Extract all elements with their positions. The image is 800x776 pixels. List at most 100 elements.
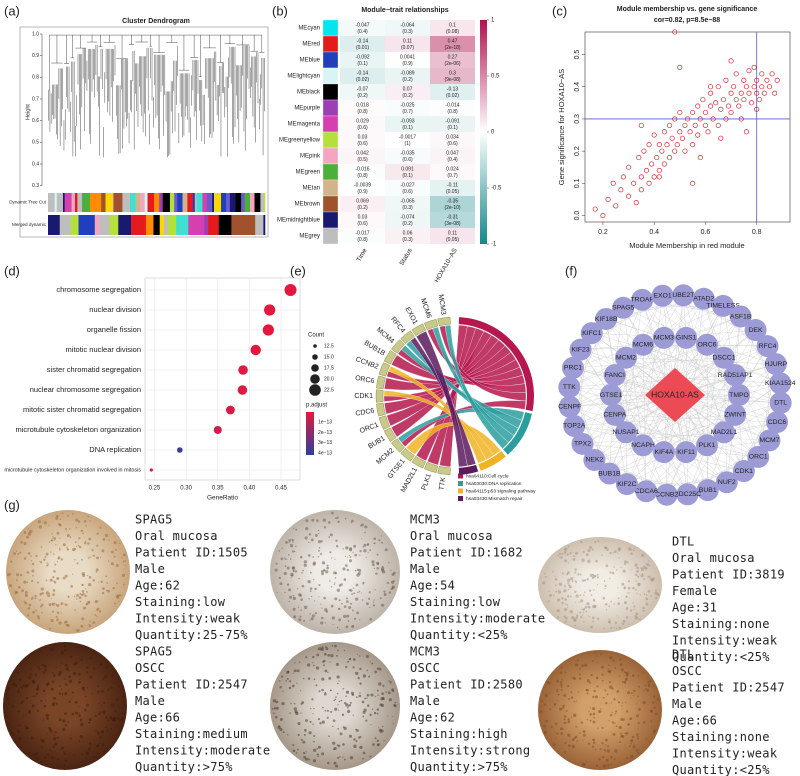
tissue-speck [324, 622, 326, 624]
row-label: MEtan [303, 186, 320, 192]
tissue-speck [581, 763, 585, 767]
tissue-speck [94, 714, 97, 718]
tissue-speck [575, 726, 578, 728]
ihc-caption: Patient ID:2580 [410, 678, 523, 692]
tissue-speck [359, 682, 362, 685]
ihc-caption: Quantity:>75% [135, 760, 233, 774]
point [613, 203, 619, 209]
color-track [177, 193, 183, 212]
tissue-speck [321, 688, 324, 692]
tissue-speck [86, 591, 88, 593]
tissue-speck [296, 712, 299, 714]
tissue-core [3, 642, 127, 770]
tissue-speck [585, 610, 588, 613]
tissue-speck [566, 595, 570, 598]
cell-pvalue: (0.02) [446, 93, 459, 99]
point [761, 90, 767, 96]
tissue-speck [96, 752, 99, 754]
tissue-speck [606, 763, 610, 767]
tissue-speck [98, 742, 101, 745]
color-track [212, 193, 215, 212]
color-track [206, 193, 213, 212]
node-label: BUB1B [598, 470, 621, 477]
tissue-speck [545, 719, 549, 723]
tissue-speck [605, 609, 608, 611]
cell-value: -0.31 [447, 214, 459, 220]
tissue-speck [106, 729, 109, 732]
tissue-speck [625, 710, 629, 713]
tissue-speck [630, 743, 633, 745]
tissue-speck [317, 648, 320, 650]
point [733, 97, 739, 103]
tissue-speck [383, 592, 387, 597]
tissue-speck [71, 513, 74, 515]
tissue-speck [298, 593, 302, 597]
tissue-speck [388, 591, 392, 594]
tissue-speck [554, 578, 558, 581]
tissue-speck [622, 718, 626, 721]
tissue-speck [602, 596, 606, 600]
tissue-speck [604, 744, 607, 746]
tissue-speck [326, 709, 329, 712]
tissue-speck [301, 572, 303, 574]
tissue-speck [378, 667, 382, 671]
point [667, 122, 673, 128]
tissue-speck [74, 559, 76, 561]
tissue-speck [370, 723, 372, 725]
gene-segment [391, 438, 405, 453]
tissue-core [538, 650, 662, 770]
tissue-speck [290, 577, 292, 579]
heatmap-cell [430, 68, 475, 84]
point [756, 97, 762, 103]
cell-pvalue: (0.3) [402, 29, 413, 35]
tissue-speck [617, 616, 620, 619]
tissue-speck [635, 749, 639, 752]
tissue-speck [637, 685, 641, 688]
tissue-speck [338, 700, 341, 703]
tissue-speck [41, 603, 44, 607]
tissue-speck [82, 689, 85, 692]
tissue-speck [583, 579, 586, 582]
gene-node [769, 372, 792, 395]
tissue-speck [78, 672, 81, 676]
color-track [155, 193, 160, 212]
cell-value: 0.0041 [400, 54, 416, 60]
tissue-speck [97, 690, 100, 694]
tissue-speck [333, 583, 335, 585]
node-label: CDCA6 [635, 488, 658, 495]
tissue-speck [78, 545, 80, 547]
edge [610, 345, 768, 396]
edge [685, 298, 704, 453]
tissue-speck [35, 687, 40, 691]
tissue-speck [599, 748, 602, 751]
y-tick-label: 0.5 [32, 140, 39, 146]
tissue-speck [74, 609, 76, 611]
node-label: CDC6 [768, 419, 787, 426]
tissue-speck [61, 692, 64, 695]
tissue-speck [622, 622, 625, 625]
tissue-speck [608, 618, 611, 621]
cell-value: 0.11 [403, 38, 413, 44]
ihc-caption: Staining:high [410, 727, 508, 741]
tissue-speck [561, 572, 564, 575]
tissue-speck [81, 590, 85, 593]
tissue-speck [313, 664, 315, 667]
legend-title: p.adjust [306, 403, 327, 409]
tissue-speck [88, 624, 92, 627]
tissue-speck [27, 532, 32, 536]
tissue-speck [56, 576, 60, 580]
tissue-speck [567, 588, 570, 591]
tissue-speck [86, 666, 89, 669]
tissue-speck [53, 581, 57, 584]
edge [687, 375, 736, 495]
tissue-speck [329, 689, 332, 692]
tissue-speck [25, 714, 28, 716]
cell-value: 0.27 [448, 54, 458, 60]
point [705, 129, 711, 135]
tissue-speck [356, 611, 360, 615]
tissue-speck [636, 570, 639, 573]
tissue-speck [66, 534, 70, 538]
tissue-speck [571, 611, 573, 613]
edge [642, 299, 687, 453]
tissue-speck [103, 709, 106, 712]
